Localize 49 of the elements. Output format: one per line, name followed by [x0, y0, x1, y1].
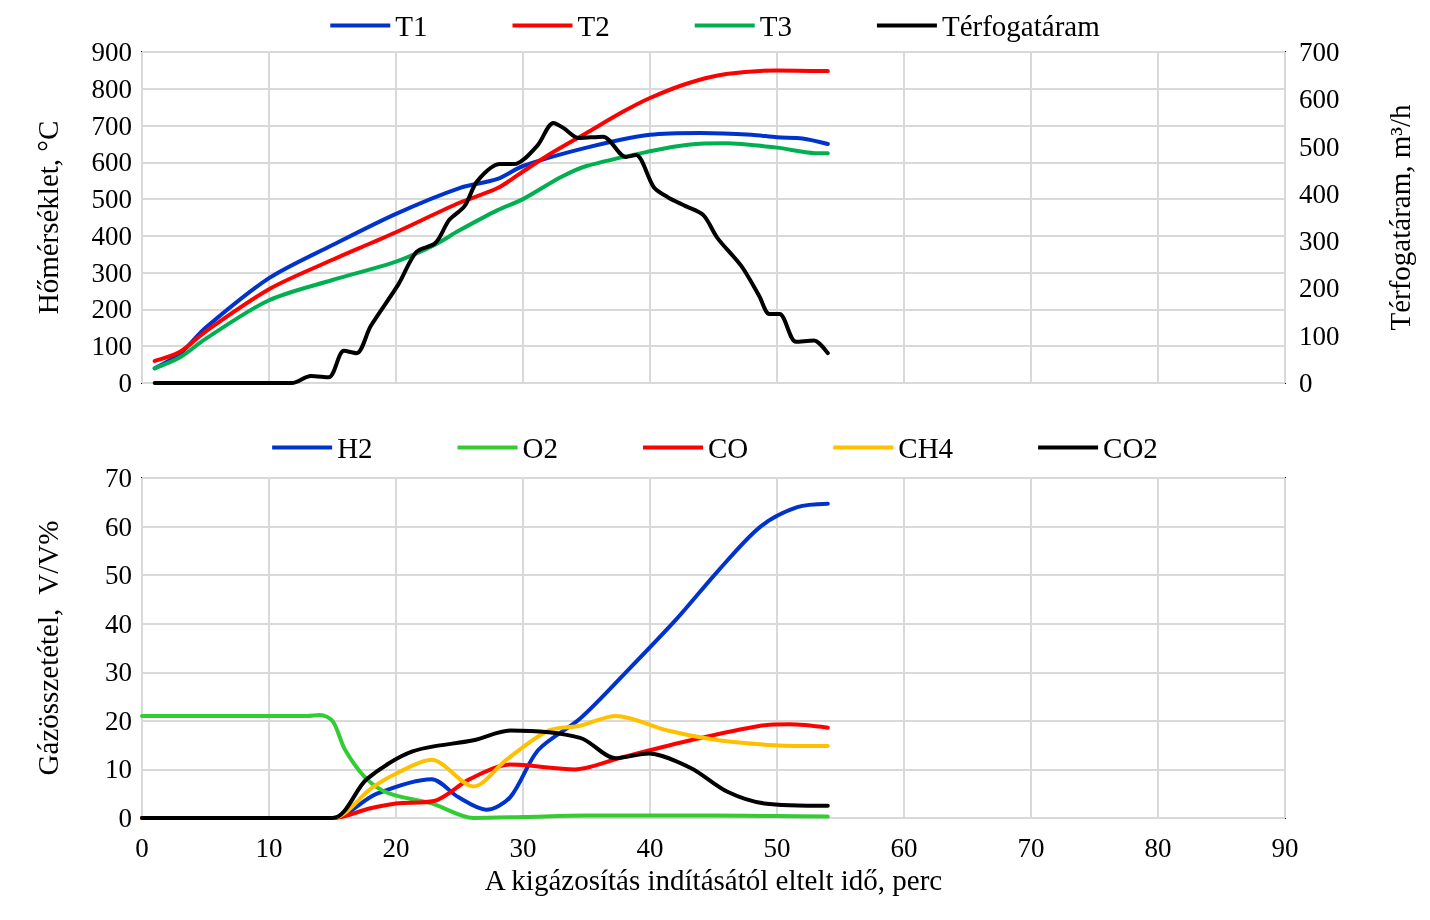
y2-tick-label: 100: [1299, 320, 1340, 351]
legend-label: O2: [522, 431, 559, 464]
y-axis-title: Gázösszetétel, V/V%: [31, 520, 64, 776]
x-tick-label: 20: [382, 832, 410, 863]
y2-tick-label: 0: [1299, 368, 1313, 398]
y-tick-label: 70: [105, 463, 132, 493]
y2-tick-label: 700: [1299, 37, 1340, 67]
x-tick-label: 60: [890, 832, 918, 863]
y-tick-label: 50: [105, 560, 132, 591]
x-tick-label: 40: [636, 832, 664, 863]
y-tick-label: 800: [91, 73, 132, 104]
y2-tick-label: 200: [1299, 273, 1340, 304]
y-tick-label: 700: [91, 110, 132, 141]
legend-label: T1: [395, 9, 428, 42]
y2-tick-label: 400: [1299, 178, 1340, 209]
x-tick-label: 70: [1017, 832, 1045, 863]
y-tick-label: 300: [91, 257, 132, 288]
legend-label: T3: [759, 9, 792, 42]
legend-label: CH4: [898, 431, 954, 464]
y-tick-label: 100: [91, 331, 132, 362]
y-tick-label: 30: [105, 657, 132, 688]
x-tick-label: 30: [509, 832, 537, 863]
y-tick-label: 200: [91, 294, 132, 325]
line-series: [152, 68, 830, 363]
y-axis-title: Hőmérséklet, °C: [31, 120, 64, 315]
y2-tick-label: 500: [1299, 131, 1340, 162]
y-tick-label: 0: [118, 803, 132, 833]
legend-label: H2: [337, 431, 373, 464]
legend-label: CO2: [1103, 431, 1158, 464]
y-tick-label: 40: [105, 608, 132, 639]
y2-tick-label: 300: [1299, 226, 1340, 257]
y-tick-label: 900: [91, 37, 132, 67]
y-tick-label: 10: [105, 754, 132, 785]
y-tick-label: 500: [91, 184, 132, 215]
legend-label: T2: [577, 9, 610, 42]
legend-label: CO: [708, 431, 749, 464]
y2-axis-title: Térfogatáram, m³/h: [1383, 103, 1416, 331]
x-axis-title: A kigázosítás indításától eltelt idő, perc: [484, 864, 943, 897]
y-tick-label: 60: [105, 511, 132, 542]
y-tick-label: 0: [118, 368, 132, 398]
y-tick-label: 600: [91, 147, 132, 178]
y-tick-label: 400: [91, 220, 132, 251]
legend-label: Térfogatáram: [941, 9, 1101, 42]
y-tick-label: 20: [105, 705, 132, 736]
x-tick-label: 80: [1144, 832, 1172, 863]
x-tick-label: 10: [255, 832, 283, 863]
x-tick-label: 50: [763, 832, 791, 863]
y2-tick-label: 600: [1299, 84, 1340, 115]
x-tick-label: 90: [1271, 832, 1299, 863]
